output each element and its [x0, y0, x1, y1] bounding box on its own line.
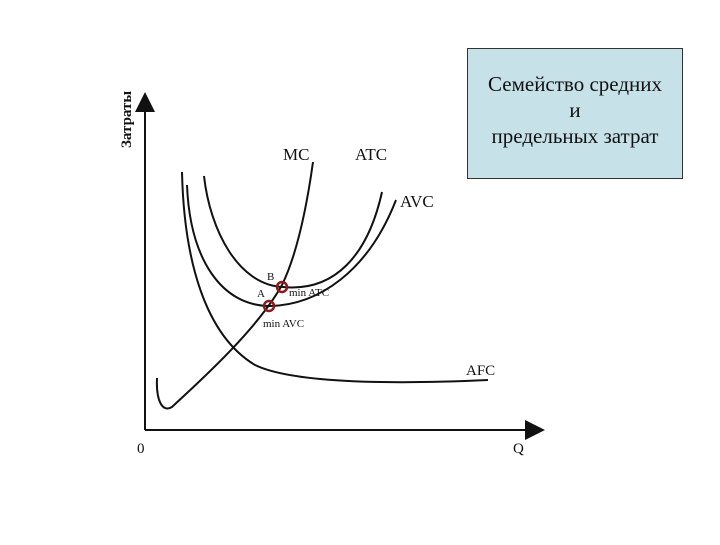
- afc-curve: [181, 171, 489, 384]
- title-line: и: [569, 98, 581, 122]
- afc-label: AFC: [466, 363, 495, 379]
- title-line: Семейство средних: [488, 72, 662, 96]
- x-axis-label: Q: [513, 441, 524, 457]
- point-b-label: B: [267, 271, 274, 283]
- title-line: предельных затрат: [491, 124, 659, 148]
- point-a-label: A: [257, 288, 265, 300]
- title-box: Семейство средних и предельных затрат: [467, 48, 683, 179]
- min-avc-label: min AVC: [263, 318, 304, 330]
- mc-label: MC: [283, 145, 309, 164]
- min-avc-marker: [262, 299, 276, 313]
- origin-label: 0: [137, 441, 145, 457]
- min-atc-label: min ATC: [289, 287, 329, 299]
- atc-curve: [203, 175, 383, 289]
- min-atc-marker: [275, 280, 289, 294]
- avc-curve: [186, 184, 397, 308]
- mc-curve: [155, 161, 314, 410]
- avc-label: AVC: [400, 192, 434, 211]
- y-axis-label: Затраты: [119, 91, 135, 148]
- atc-label: ATC: [355, 145, 387, 164]
